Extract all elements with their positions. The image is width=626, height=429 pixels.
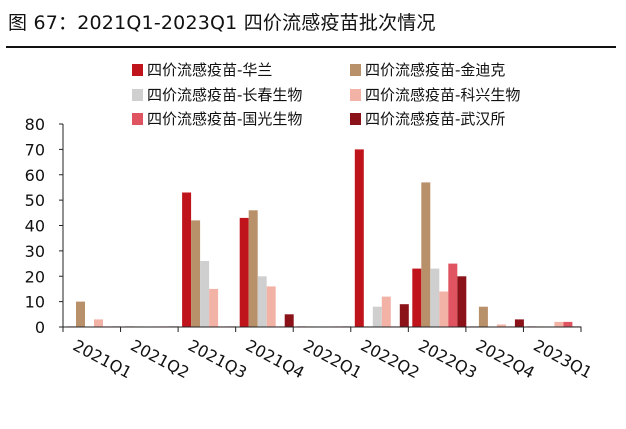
y-tick-label: 40 bbox=[25, 217, 45, 236]
bar bbox=[554, 321, 564, 327]
legend-swatch bbox=[350, 89, 361, 101]
legend-swatch bbox=[350, 113, 361, 125]
x-tick-label: 2021Q2 bbox=[127, 336, 192, 383]
legend-label: 四价流感疫苗-金迪克 bbox=[365, 61, 505, 79]
bar bbox=[421, 182, 431, 327]
legend-label: 四价流感疫苗-武汉所 bbox=[365, 110, 505, 128]
bar bbox=[439, 291, 449, 327]
y-tick-label: 50 bbox=[25, 191, 45, 210]
y-tick-label: 10 bbox=[25, 293, 45, 312]
bar bbox=[412, 268, 422, 327]
bar bbox=[257, 276, 267, 328]
bar bbox=[209, 288, 219, 327]
bar bbox=[496, 324, 506, 327]
y-tick-label: 70 bbox=[25, 140, 45, 159]
x-tick-label: 2022Q2 bbox=[358, 336, 423, 383]
bar bbox=[76, 301, 85, 327]
y-tick-label: 60 bbox=[25, 166, 45, 185]
x-tick-label: 2022Q3 bbox=[415, 336, 480, 383]
x-tick-label: 2023Q1 bbox=[530, 336, 595, 383]
bar bbox=[457, 276, 467, 328]
y-tick-label: 0 bbox=[35, 318, 45, 337]
x-axis-ticks: 2021Q12021Q22021Q32021Q42022Q12022Q22022… bbox=[70, 336, 595, 383]
title-underline bbox=[6, 46, 616, 48]
bar bbox=[94, 319, 103, 327]
bar bbox=[248, 210, 258, 327]
y-axis-ticks: 0 10 20 30 40 50 60 70 80 bbox=[25, 115, 45, 337]
legend-label: 四价流感疫苗-华兰 bbox=[147, 61, 272, 79]
bar bbox=[191, 220, 201, 327]
figure-title: 图 67：2021Q1-2023Q1 四价流感疫苗批次情况 bbox=[8, 12, 436, 34]
bar bbox=[381, 296, 391, 327]
bar bbox=[182, 192, 192, 327]
legend-label: 四价流感疫苗-长春生物 bbox=[147, 86, 302, 104]
y-tick-label: 30 bbox=[25, 242, 45, 261]
bar bbox=[372, 306, 382, 327]
legend-swatch bbox=[132, 89, 143, 101]
legend-swatch bbox=[132, 113, 143, 125]
bar bbox=[430, 268, 440, 327]
bar bbox=[266, 286, 276, 327]
bar bbox=[354, 149, 364, 327]
bar bbox=[514, 319, 524, 327]
bar bbox=[563, 321, 573, 327]
bar bbox=[284, 314, 294, 327]
y-tick-label: 20 bbox=[25, 267, 45, 286]
legend-swatch bbox=[132, 64, 143, 76]
chart-axes bbox=[59, 123, 582, 332]
bar bbox=[200, 261, 210, 327]
x-tick-label: 2021Q1 bbox=[70, 336, 135, 383]
legend-label: 四价流感疫苗-科兴生物 bbox=[365, 86, 520, 104]
legend-label: 四价流感疫苗-国光生物 bbox=[147, 110, 302, 128]
bar bbox=[448, 263, 458, 327]
bar bbox=[239, 217, 249, 327]
x-tick-label: 2022Q1 bbox=[300, 336, 365, 383]
y-tick-label: 80 bbox=[25, 115, 45, 134]
x-tick-label: 2021Q4 bbox=[243, 336, 308, 383]
legend-swatch bbox=[350, 64, 361, 76]
bar bbox=[399, 304, 409, 327]
x-tick-label: 2022Q4 bbox=[473, 336, 538, 383]
bar-marks bbox=[67, 149, 582, 328]
x-tick-label: 2021Q3 bbox=[185, 336, 250, 383]
bar bbox=[478, 306, 488, 327]
